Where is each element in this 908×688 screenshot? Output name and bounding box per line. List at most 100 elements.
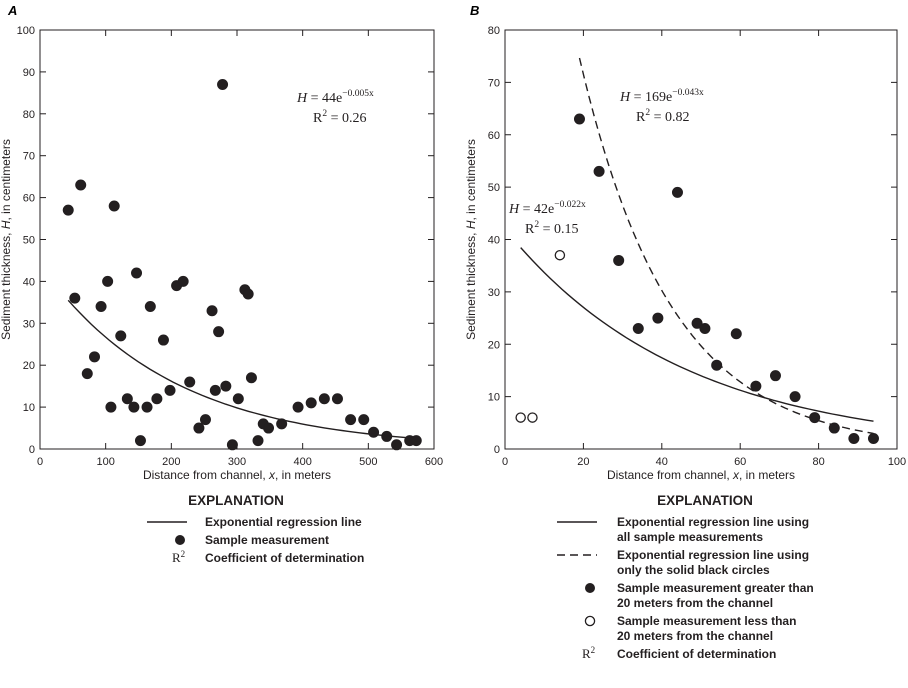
y-tick-label: 40 [488, 235, 500, 247]
data-point [141, 401, 153, 413]
data-point [206, 305, 218, 317]
legend-filled-circle [175, 535, 185, 545]
legend-item-label: all sample measurements [617, 530, 763, 544]
data-point [105, 401, 117, 413]
y-tick-label: 70 [488, 77, 500, 89]
data-point [75, 179, 87, 191]
data-point [213, 326, 225, 338]
x-tick-label: 400 [293, 456, 311, 468]
y-tick-label: 80 [23, 109, 35, 121]
y-tick-label: 100 [17, 25, 35, 37]
data-point [193, 422, 205, 434]
explanation-title: EXPLANATION [657, 493, 753, 508]
data-point [131, 267, 143, 279]
legend-item-label: only the solid black circles [617, 563, 770, 577]
data-point [184, 376, 196, 388]
y-tick-label: 30 [23, 318, 35, 330]
plot-frame [39, 29, 435, 450]
y-tick-label: 10 [488, 392, 500, 404]
regression-line-solid [67, 299, 418, 440]
y-tick-label: 20 [488, 339, 500, 351]
panel-a-explanation: EXPLANATION Exponential regression line Sa… [147, 493, 364, 565]
legend-item-label: Exponential regression line using [617, 515, 809, 529]
data-point [157, 334, 169, 346]
y-tick-label: 80 [488, 25, 500, 37]
x-tick-label: 100 [96, 456, 114, 468]
legend-item-label: 20 meters from the channel [617, 629, 773, 643]
data-point [144, 301, 156, 313]
data-point [128, 401, 140, 413]
data-point [115, 330, 127, 342]
data-point [292, 401, 304, 413]
data-point [750, 380, 762, 392]
data-point [789, 391, 801, 403]
regression-line-dashed [578, 57, 874, 435]
legend-item-label: 20 meters from the channel [617, 596, 773, 610]
regression-line-solid [520, 247, 874, 422]
data-point [613, 254, 625, 266]
y-tick-label: 50 [488, 182, 500, 194]
data-point-open [554, 249, 566, 261]
regression-equation: H = 42e−0.022x [508, 200, 586, 217]
x-tick-label: 60 [734, 456, 746, 468]
panel-letter: B [470, 3, 479, 18]
data-point [199, 414, 211, 426]
data-point [89, 351, 101, 363]
x-tick-label: 0 [37, 456, 43, 468]
y-tick-label: 20 [23, 360, 35, 372]
panel-a-chart: A 0 100 200 300 400 500 600 0 10 20 30 40 50 60 70 80 90 1… [0, 3, 443, 482]
data-point [232, 393, 244, 405]
explanation-title: EXPLANATION [188, 493, 284, 508]
data-point [102, 275, 114, 287]
y-tick-label: 30 [488, 287, 500, 299]
r-squared-label: R2 = 0.82 [636, 108, 690, 125]
legend-item-label: Exponential regression line using [617, 548, 809, 562]
panel-b-chart: B 0 20 40 60 80 100 0 10 20 30 40 50 60 70 80 Distance f… [464, 3, 906, 482]
x-tick-label: 20 [577, 456, 589, 468]
data-point [573, 113, 585, 125]
y-tick-label: 0 [494, 444, 500, 456]
y-tick-label: 40 [23, 276, 35, 288]
data-point-open [527, 412, 538, 423]
x-tick-label: 500 [359, 456, 377, 468]
data-point [632, 323, 644, 335]
legend-item-label: Exponential regression line [205, 515, 362, 529]
regression-equation: H = 44e−0.005x [296, 89, 374, 106]
y-tick-label: 0 [29, 444, 35, 456]
data-point [410, 435, 422, 447]
data-point [252, 435, 264, 447]
regression-equation: H = 169e−0.043x [619, 88, 704, 105]
x-tick-label: 200 [162, 456, 180, 468]
data-point [358, 414, 370, 426]
data-point [848, 433, 860, 445]
x-axis-label: Distance from channel, x, in meters [143, 468, 331, 482]
panel-b-explanation: EXPLANATION Exponential regression line u… [557, 493, 814, 661]
data-point [318, 393, 330, 405]
data-point [62, 204, 74, 216]
data-point [671, 186, 683, 198]
data-point [69, 292, 81, 304]
data-point [108, 200, 120, 212]
data-point [217, 78, 229, 90]
y-tick-label: 70 [23, 151, 35, 163]
r-squared-label: R2 = 0.26 [313, 109, 367, 126]
y-tick-label: 60 [23, 193, 35, 205]
x-tick-label: 0 [502, 456, 508, 468]
data-point [242, 288, 254, 300]
data-point [652, 312, 664, 324]
data-point [305, 397, 317, 409]
y-tick-label: 60 [488, 130, 500, 142]
x-tick-label: 40 [656, 456, 668, 468]
data-point [368, 426, 380, 438]
legend-open-circle [584, 615, 596, 627]
x-axis-label: Distance from channel, x, in meters [607, 468, 795, 482]
data-point [95, 301, 107, 313]
data-point [220, 380, 232, 392]
data-point [177, 275, 189, 287]
legend-item-label: Sample measurement less than [617, 614, 796, 628]
legend-r-squared-symbol: R2 [172, 549, 185, 565]
data-point [276, 418, 288, 430]
legend-item-label: Sample measurement [205, 533, 329, 547]
data-point [134, 435, 146, 447]
